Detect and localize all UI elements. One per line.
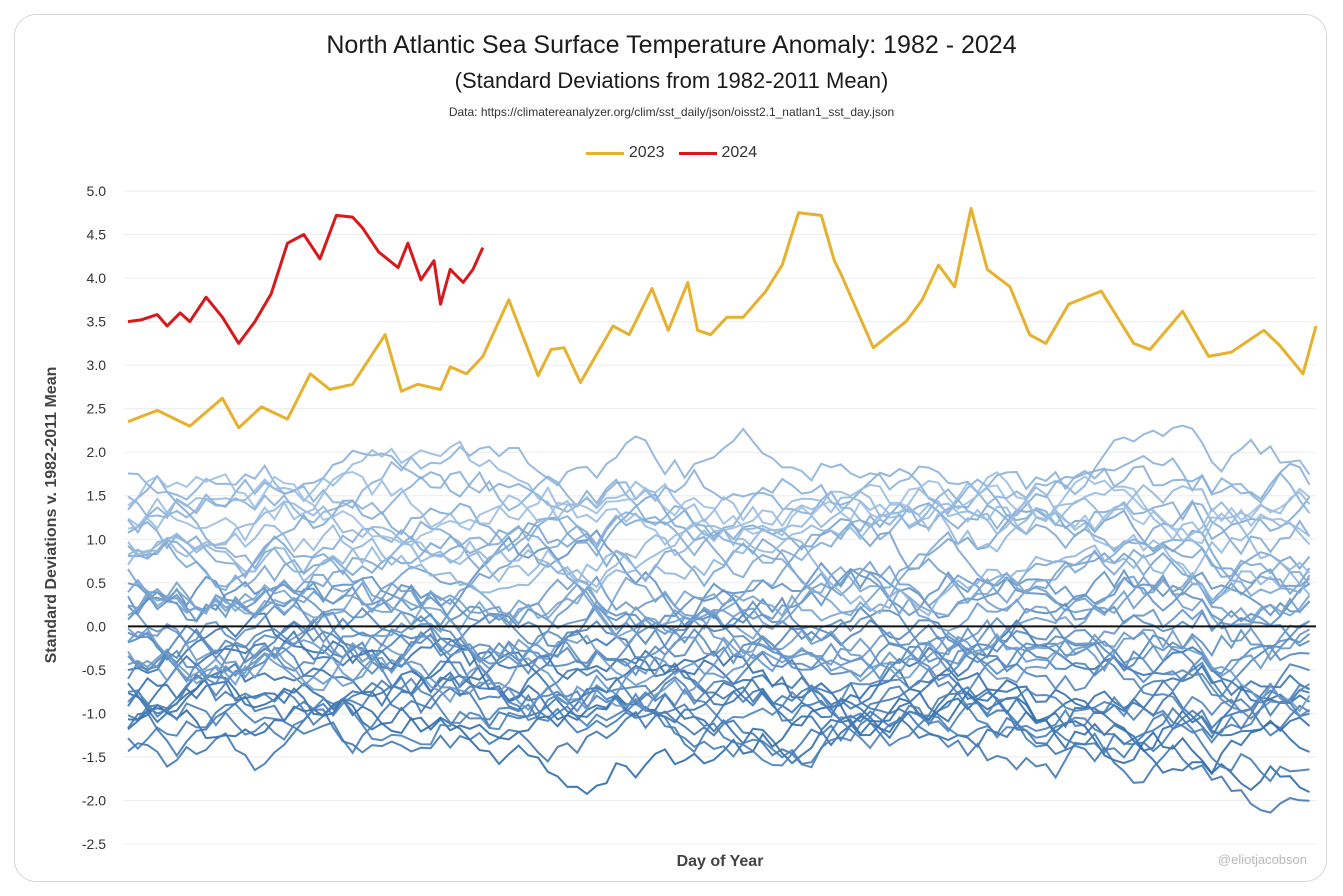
y-tick-label: -0.5 [82,662,106,678]
year-line-2017 [127,527,1311,617]
year-line-1990 [127,677,1310,783]
year-line-1994 [127,620,1310,731]
legend-swatch-2024 [678,151,717,155]
legend-swatch-2023 [585,151,624,155]
year-line-2007 [127,542,1311,648]
data-source: Data: https://climatereanalyzer.org/clim… [448,105,895,119]
y-tick-label: 0.5 [87,575,107,591]
y-tick-label: 4.0 [87,270,107,286]
y-tick-label: 2.0 [87,444,107,460]
series-line-2024 [127,213,485,345]
y-tick-label: -1.0 [82,705,106,721]
legend-label-2024: 2024 [721,144,758,161]
x-axis-label: Day of Year [677,853,764,870]
year-line-1992 [127,663,1310,769]
year-line-2022 [127,473,1311,547]
highlighted-year-lines [127,206,1318,430]
y-tick-label: -2.0 [82,792,106,808]
year-line-2002 [127,608,1310,712]
gridlines [124,190,1316,845]
y-tick-label: 3.0 [87,357,107,373]
chart-subtitle: (Standard Deviations from 1982-2011 Mean… [454,68,889,93]
legend-item-2023[interactable]: 2023 [585,144,665,162]
y-tick-label: -2.5 [82,836,106,852]
y-tick-label: 3.5 [87,314,107,330]
year-line-2018 [127,483,1311,589]
y-tick-label: 1.0 [87,531,107,547]
year-line-1985 [127,649,1311,749]
year-line-2021 [127,470,1311,547]
year-line-1993 [127,626,1310,750]
y-tick-label: 4.5 [87,227,107,243]
year-line-2009 [127,508,1311,632]
year-line-2003 [127,618,1311,713]
y-tick-label: 2.5 [87,401,107,417]
background-year-lines [127,424,1311,814]
year-line-2014 [127,449,1311,541]
chart-title: North Atlantic Sea Surface Temperature A… [326,31,1017,59]
y-tick-label: 5.0 [87,183,107,199]
watermark: @eliotjacobson [1217,852,1307,867]
y-tick-label: 0.0 [87,618,107,634]
year-line-2004 [127,575,1311,713]
year-line-1982 [127,678,1310,796]
year-line-1989 [127,669,1311,780]
y-axis-label: Standard Deviations v. 1982-2011 Mean [43,367,60,664]
y-tick-labels: 5.0 4.5 4.0 3.5 3.0 2.5 2.0 1.5 1.0 0.5 0.0 -0.5 -1.… [82,183,106,852]
year-line-1998 [127,580,1310,671]
year-line-2019 [127,486,1311,585]
y-tick-label: 1.5 [87,488,107,504]
year-line-2005 [127,568,1311,692]
year-line-2011 [127,493,1311,599]
year-line-2015 [127,454,1311,530]
year-line-2008 [127,518,1311,639]
year-line-2010 [127,521,1311,617]
series-line-2023 [127,206,1318,430]
legend: 2023 2024 [0,144,1343,162]
year-line-2006 [127,567,1311,635]
year-line-1991 [127,660,1310,765]
legend-label-2023: 2023 [628,144,665,161]
y-tick-label: -1.5 [82,749,106,765]
legend-item-2024[interactable]: 2024 [678,144,758,162]
